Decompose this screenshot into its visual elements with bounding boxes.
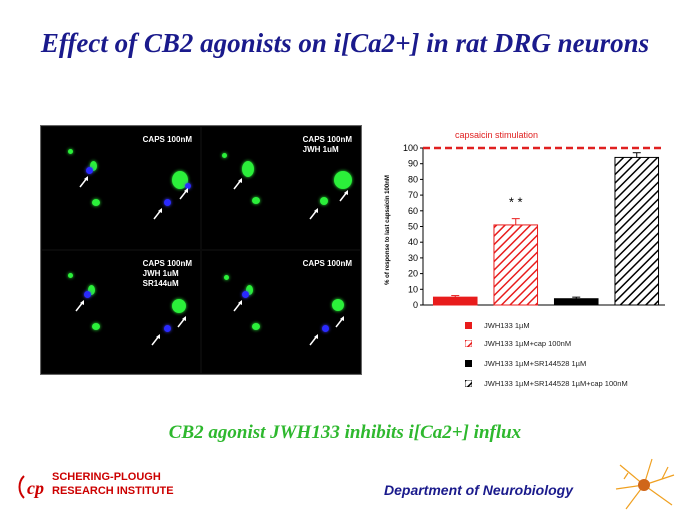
legend-item: JWH133 1µM (465, 318, 530, 332)
cell-green (320, 197, 328, 205)
y-tick-label: 30 (408, 253, 418, 263)
legend-label: JWH133 1µM (484, 320, 530, 330)
legend-label: JWH133 1µM+cap 100nM (484, 338, 572, 348)
legend-swatch (465, 339, 472, 347)
arrow-icon (339, 190, 348, 202)
legend-swatch (465, 359, 472, 367)
microscopy-panel-4: CAPS 100nM (202, 251, 360, 373)
bar (553, 298, 599, 306)
microscopy-panel-2: CAPS 100nM JWH 1uM (202, 127, 360, 249)
legend-item: JWH133 1µM+SR144528 1µM (465, 356, 586, 370)
neuron-body (638, 479, 650, 491)
microscopy-panel-1: CAPS 100nM (42, 127, 200, 249)
cell-green (172, 299, 186, 313)
cell-blue (185, 183, 191, 189)
bar (493, 224, 539, 306)
svg-text:cp: cp (27, 478, 44, 498)
department-name: Department of Neurobiology (384, 482, 574, 498)
y-tick-label: 60 (408, 206, 418, 216)
arrow-icon (335, 316, 344, 328)
cell-green (68, 273, 73, 278)
panel-label-4: CAPS 100nM (302, 259, 352, 268)
cell-blue (86, 167, 93, 174)
y-tick-label: 20 (408, 269, 418, 279)
y-tick-label: 80 (408, 174, 418, 184)
legend-swatch (465, 379, 472, 387)
legend-item: JWH133 1µM+cap 100nM (465, 336, 571, 350)
schering-plough-logo-icon: cp (18, 475, 44, 499)
arrow-icon (79, 176, 88, 188)
panel-label-1: CAPS 100nM (142, 135, 192, 144)
y-tick-label: 40 (408, 237, 418, 247)
arrow-icon (233, 300, 242, 312)
cell-green (224, 275, 229, 280)
y-tick-label: 70 (408, 190, 418, 200)
cell-green (242, 161, 254, 177)
microscopy-panel-3: CAPS 100nM JWH 1uM SR144uM (42, 251, 200, 373)
cell-green (88, 285, 95, 295)
cell-green (252, 323, 260, 330)
legend-label: JWH133 1µM+SR144528 1µM+cap 100nM (484, 378, 628, 388)
cell-blue (164, 325, 171, 332)
slide-title: Effect of CB2 agonists on i[Ca2+] in rat… (40, 28, 650, 58)
significance-annotation: * * (509, 195, 523, 210)
arrow-icon (177, 316, 186, 328)
cell-blue (164, 199, 171, 206)
y-tick-label: 100 (403, 143, 418, 153)
arrow-icon (309, 334, 318, 346)
org-name: SCHERING-PLOUGH RESEARCH INSTITUTE (52, 470, 174, 498)
legend-swatch (465, 321, 472, 329)
org-line-2: RESEARCH INSTITUTE (52, 485, 174, 497)
arrow-icon (179, 188, 188, 200)
y-axis-label: % of response to last capsaicin 100nM (385, 175, 391, 285)
cell-green (252, 197, 260, 204)
bar (432, 296, 478, 306)
cell-blue (322, 325, 329, 332)
org-logo: cp SCHERING-PLOUGH RESEARCH INSTITUTE (18, 470, 218, 506)
reference-line-label: capsaicin stimulation (455, 130, 538, 140)
arrow-icon (233, 178, 242, 190)
y-tick-label: 10 (408, 284, 418, 294)
y-tick-label: 90 (408, 159, 418, 169)
panel-label-3: CAPS 100nM JWH 1uM SR144uM (142, 259, 192, 288)
bar (614, 156, 660, 306)
y-tick-label: 0 (413, 300, 418, 310)
cell-green (92, 199, 100, 206)
arrow-icon (75, 300, 84, 312)
neuron-icon (615, 458, 675, 510)
chart-svg: capsaicin stimulation % of response to l… (385, 130, 665, 310)
legend-label: JWH133 1µM+SR144528 1µM (484, 358, 587, 368)
cell-blue (84, 291, 91, 298)
cell-green (90, 161, 97, 171)
cell-green (172, 171, 188, 189)
org-line-1: SCHERING-PLOUGH (52, 471, 161, 483)
arrow-icon (151, 334, 160, 346)
arrow-icon (153, 208, 162, 220)
legend-item: JWH133 1µM+SR144528 1µM+cap 100nM (465, 376, 628, 390)
panel-label-2: CAPS 100nM JWH 1uM (302, 135, 352, 154)
bar-chart: capsaicin stimulation % of response to l… (375, 125, 675, 325)
microscopy-panels: CAPS 100nM CAPS 100nM JWH 1uM CAPS 100nM… (40, 125, 362, 375)
cell-blue (242, 291, 249, 298)
cell-green (222, 153, 227, 158)
slide-subtitle: CB2 agonist JWH133 inhibits i[Ca2+] infl… (168, 422, 522, 443)
arrow-icon (309, 208, 318, 220)
cell-green (246, 285, 253, 295)
cell-green (332, 299, 344, 311)
cell-green (92, 323, 100, 330)
cell-green (334, 171, 352, 189)
y-tick-label: 50 (408, 222, 418, 232)
cell-green (68, 149, 73, 154)
